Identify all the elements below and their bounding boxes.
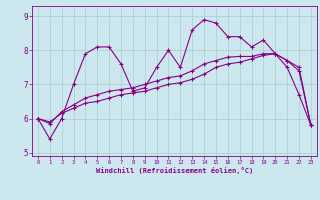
X-axis label: Windchill (Refroidissement éolien,°C): Windchill (Refroidissement éolien,°C) — [96, 167, 253, 174]
